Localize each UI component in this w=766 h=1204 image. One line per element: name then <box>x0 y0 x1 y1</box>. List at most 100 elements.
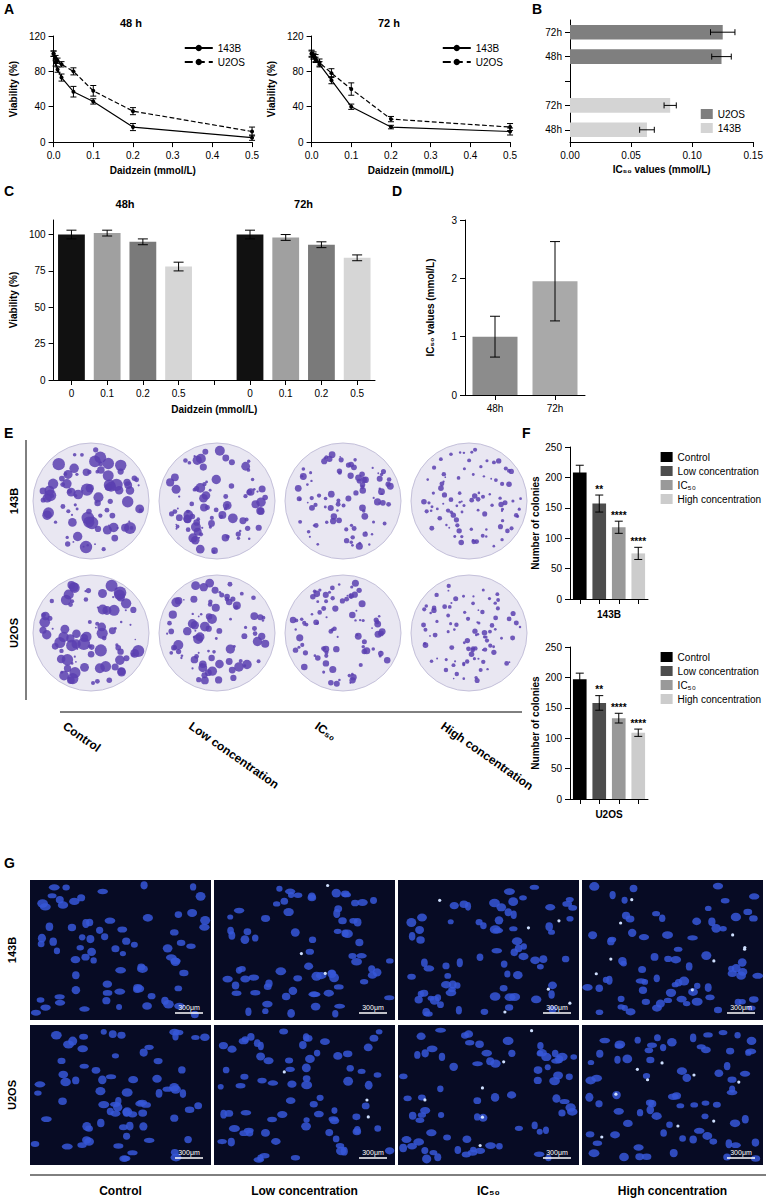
svg-text:Viability (%): Viability (%) <box>8 61 19 118</box>
svg-text:150: 150 <box>545 502 562 513</box>
svg-text:IC₅₀: IC₅₀ <box>312 719 339 744</box>
svg-text:****: **** <box>611 702 627 713</box>
svg-text:0.3: 0.3 <box>166 150 180 161</box>
svg-text:0.0: 0.0 <box>305 150 319 161</box>
svg-text:200: 200 <box>545 472 562 483</box>
svg-text:300μm: 300μm <box>178 1004 200 1012</box>
svg-text:U2OS: U2OS <box>476 57 504 68</box>
svg-text:0.1: 0.1 <box>279 388 293 399</box>
svg-text:****: **** <box>611 510 627 521</box>
svg-text:Low concentration: Low concentration <box>678 666 759 677</box>
svg-text:A: A <box>4 1 14 17</box>
svg-text:0.5: 0.5 <box>172 388 186 399</box>
svg-text:B: B <box>532 1 542 17</box>
svg-text:75: 75 <box>34 265 46 276</box>
svg-text:100: 100 <box>29 229 46 240</box>
svg-text:High concentration: High concentration <box>678 494 761 505</box>
svg-text:High concentration: High concentration <box>438 719 536 793</box>
svg-text:1: 1 <box>451 331 457 342</box>
svg-text:0: 0 <box>40 375 46 386</box>
svg-text:0.5: 0.5 <box>503 150 517 161</box>
svg-text:Low concentration: Low concentration <box>678 466 759 477</box>
svg-text:143B: 143B <box>718 123 742 134</box>
svg-text:****: **** <box>630 536 646 547</box>
svg-text:0.2: 0.2 <box>136 388 150 399</box>
svg-text:150: 150 <box>545 702 562 713</box>
svg-text:0.2: 0.2 <box>384 150 398 161</box>
svg-text:48h: 48h <box>487 403 504 414</box>
svg-text:48 h: 48 h <box>120 17 142 29</box>
svg-text:Number of colonies: Number of colonies <box>530 676 541 770</box>
svg-text:120: 120 <box>29 31 46 42</box>
svg-text:72h: 72h <box>545 27 562 38</box>
svg-text:0: 0 <box>451 390 457 401</box>
svg-text:Control: Control <box>678 652 710 663</box>
svg-text:72h: 72h <box>547 403 564 414</box>
svg-text:U2OS: U2OS <box>595 809 623 820</box>
svg-text:48h: 48h <box>116 198 135 210</box>
svg-text:High concentration: High concentration <box>618 1184 727 1198</box>
svg-text:0: 0 <box>298 137 304 148</box>
svg-text:72h: 72h <box>294 198 313 210</box>
svg-text:0.5: 0.5 <box>245 150 259 161</box>
svg-text:50: 50 <box>551 763 563 774</box>
svg-text:IC₅₀: IC₅₀ <box>678 480 696 491</box>
svg-text:**: ** <box>595 484 603 495</box>
svg-text:IC₅₀ values (mmol/L): IC₅₀ values (mmol/L) <box>425 259 436 357</box>
svg-text:C: C <box>4 183 14 199</box>
svg-text:IC₅₀ values (mmol/L): IC₅₀ values (mmol/L) <box>613 164 711 175</box>
svg-text:0: 0 <box>556 594 562 605</box>
svg-text:72h: 72h <box>545 100 562 111</box>
svg-text:High concentration: High concentration <box>678 694 761 705</box>
svg-text:143B: 143B <box>8 488 20 514</box>
svg-text:48h: 48h <box>545 51 562 62</box>
svg-text:48h: 48h <box>545 124 562 135</box>
svg-text:E: E <box>4 425 13 441</box>
svg-text:0: 0 <box>69 388 75 399</box>
svg-text:40: 40 <box>34 101 46 112</box>
svg-text:U2OS: U2OS <box>718 109 746 120</box>
svg-text:80: 80 <box>34 66 46 77</box>
svg-text:0.0: 0.0 <box>47 150 61 161</box>
svg-text:0.1: 0.1 <box>100 388 114 399</box>
svg-text:300μm: 300μm <box>546 1149 568 1157</box>
svg-text:****: **** <box>630 718 646 729</box>
svg-text:80: 80 <box>292 66 304 77</box>
svg-text:IC₅₀: IC₅₀ <box>477 1184 500 1198</box>
svg-text:0.05: 0.05 <box>621 150 641 161</box>
svg-text:143B: 143B <box>476 43 500 54</box>
svg-text:0.5: 0.5 <box>350 388 364 399</box>
svg-text:D: D <box>392 183 402 199</box>
svg-text:143B: 143B <box>6 937 18 963</box>
svg-text:Number of colonies: Number of colonies <box>530 476 541 570</box>
svg-text:Control: Control <box>99 1184 142 1198</box>
svg-text:300μm: 300μm <box>730 1004 752 1012</box>
svg-text:143B: 143B <box>218 43 242 54</box>
svg-text:F: F <box>522 425 531 441</box>
svg-text:0: 0 <box>247 388 253 399</box>
svg-text:Viability (%): Viability (%) <box>266 61 277 118</box>
svg-text:100: 100 <box>545 733 562 744</box>
svg-text:250: 250 <box>545 442 562 453</box>
svg-text:300μm: 300μm <box>362 1149 384 1157</box>
svg-text:Low concentration: Low concentration <box>186 719 281 792</box>
svg-text:0: 0 <box>40 137 46 148</box>
svg-text:25: 25 <box>34 338 46 349</box>
svg-text:0: 0 <box>556 794 562 805</box>
svg-text:0.00: 0.00 <box>560 150 580 161</box>
svg-text:0.2: 0.2 <box>314 388 328 399</box>
svg-text:Viability (%): Viability (%) <box>8 272 19 329</box>
svg-text:Daidzein (mmol/L): Daidzein (mmol/L) <box>368 165 454 176</box>
svg-text:0.4: 0.4 <box>205 150 219 161</box>
svg-text:U2OS: U2OS <box>8 618 20 648</box>
svg-text:U2OS: U2OS <box>218 57 246 68</box>
svg-text:Daidzein (mmol/L): Daidzein (mmol/L) <box>110 165 196 176</box>
svg-text:U2OS: U2OS <box>6 1080 18 1110</box>
svg-text:Daidzein (mmol/L): Daidzein (mmol/L) <box>171 404 257 415</box>
svg-text:Control: Control <box>60 719 103 755</box>
svg-text:IC₅₀: IC₅₀ <box>678 680 696 691</box>
svg-text:G: G <box>4 855 15 871</box>
svg-text:120: 120 <box>287 31 304 42</box>
svg-text:300μm: 300μm <box>362 1004 384 1012</box>
svg-text:143B: 143B <box>597 609 621 620</box>
